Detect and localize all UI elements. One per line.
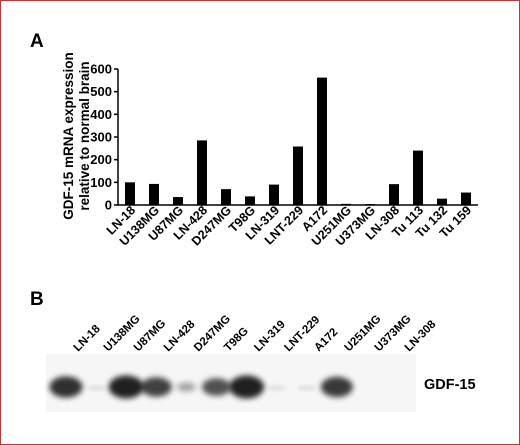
- bar-ln-308: [389, 184, 399, 205]
- blot-band: [297, 385, 316, 391]
- bar-ln-18: [125, 182, 135, 205]
- bar-ln-428: [197, 140, 207, 205]
- bar-tu-159: [461, 192, 471, 205]
- bar-t98g: [245, 196, 255, 205]
- bar-u138mg: [149, 183, 159, 205]
- y-tick-label: 0: [105, 198, 112, 213]
- bar-u251mg: [341, 203, 351, 205]
- y-tick-label: 400: [90, 107, 112, 122]
- y-tick-label: 600: [90, 62, 112, 77]
- blot-band: [87, 385, 106, 391]
- lane-label: LN-428: [162, 318, 198, 354]
- y-axis-label-line2: relative to normal brain: [77, 61, 92, 210]
- y-tick-label: 100: [90, 175, 112, 190]
- blot-bands: [49, 375, 353, 399]
- blot-band: [229, 375, 265, 399]
- bar-u373mg: [365, 204, 375, 205]
- blot-band: [202, 378, 231, 396]
- bar-d247mg: [221, 189, 231, 205]
- bar-u87mg: [173, 197, 183, 205]
- lane-label: LN-18: [72, 323, 104, 355]
- blot-band: [140, 377, 172, 397]
- lane-label: LN-319: [252, 319, 288, 355]
- lane-label: T98G: [222, 325, 251, 354]
- y-tick-label: 500: [90, 84, 112, 99]
- y-tick-label: 200: [90, 152, 112, 167]
- blot-band: [320, 376, 353, 398]
- y-tick-label: 300: [90, 130, 112, 145]
- band-label-gdf15: GDF-15: [424, 377, 476, 393]
- panel-a-label: A: [30, 31, 44, 52]
- x-category-labels: LN-18U138MGU87MGLN-428D247MGT98GLN-319LN…: [104, 203, 474, 248]
- bar-ln-319: [269, 184, 279, 205]
- lane-label: A172: [312, 326, 340, 354]
- bar-lnt-229: [293, 146, 303, 205]
- bar-tu-113: [413, 150, 423, 205]
- bar-tu-132: [437, 198, 447, 205]
- blot-band: [49, 376, 83, 398]
- blot-band: [267, 385, 286, 391]
- bars: [125, 77, 471, 205]
- y-ticks: 0 100 200 300 400 500 600: [90, 62, 118, 213]
- blot-band: [108, 375, 144, 399]
- bar-a172: [317, 77, 327, 205]
- y-axis-label-line1: GDF-15 mRNA expression: [61, 52, 76, 220]
- bar-chart: GDF-15 mRNA expression relative to norma…: [61, 52, 478, 248]
- blot-band: [176, 382, 196, 392]
- panel-b-label: B: [30, 289, 44, 310]
